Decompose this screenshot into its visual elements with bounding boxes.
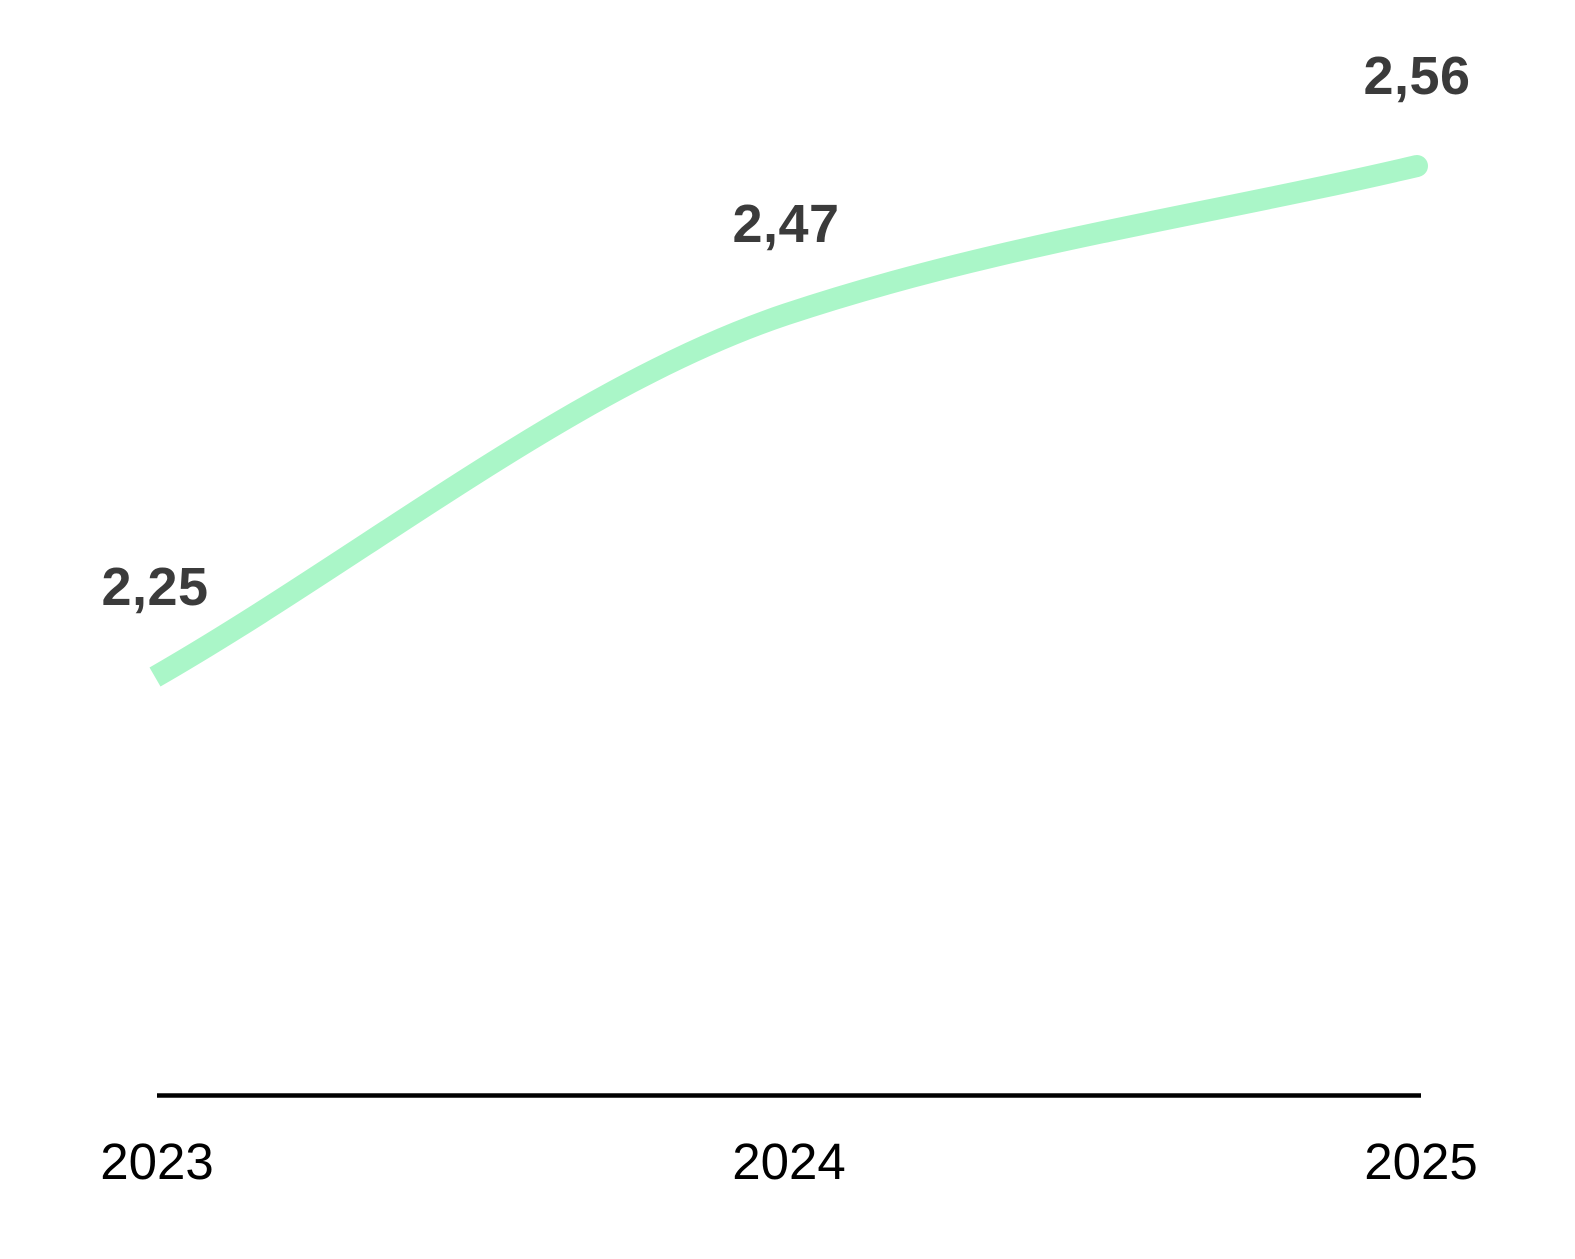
- trend-line-end-cap: [1406, 155, 1428, 177]
- x-axis-tick-label-2023: 2023: [100, 1133, 214, 1190]
- point-label-2025: 2,56: [1363, 46, 1471, 106]
- trend-line: [149, 155, 1420, 687]
- point-label-2024: 2,47: [732, 194, 840, 255]
- x-axis-tick-label-2024: 2024: [732, 1133, 846, 1190]
- x-axis-tick-label-2025: 2025: [1364, 1133, 1478, 1190]
- point-label-2023: 2,25: [101, 557, 209, 617]
